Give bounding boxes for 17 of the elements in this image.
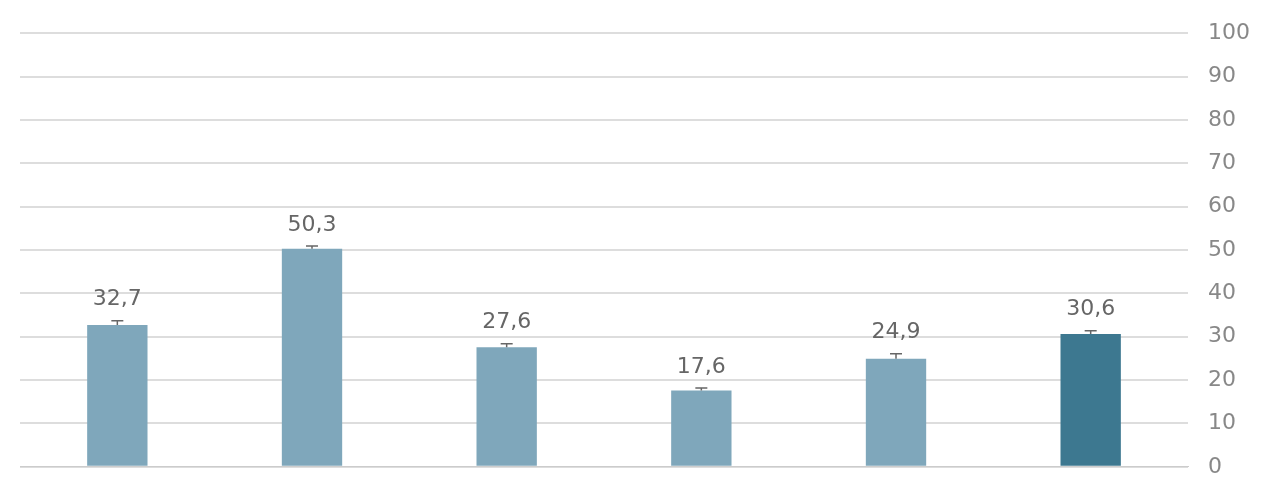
data-label: 17,6 [676,352,726,378]
y-tick-label: 60 [1208,192,1237,218]
y-tick-label: 30 [1208,322,1237,348]
y-tick-label: 90 [1208,62,1237,88]
y-tick-label: 50 [1208,235,1237,261]
y-tick-label: 20 [1208,365,1237,391]
y-tick-label: 40 [1208,279,1237,305]
data-label: 30,6 [1066,295,1116,321]
data-label: 32,7 [92,285,142,311]
data-label: 24,9 [871,318,921,344]
y-tick-label: 0 [1208,452,1223,478]
data-label: 50,3 [287,210,337,236]
y-tick-label: 70 [1208,149,1237,174]
y-tick-label: 100 [1208,18,1251,44]
data-label: 27,6 [482,308,532,334]
y-tick-label: 10 [1208,409,1237,435]
y-tick-label: 80 [1208,105,1237,131]
